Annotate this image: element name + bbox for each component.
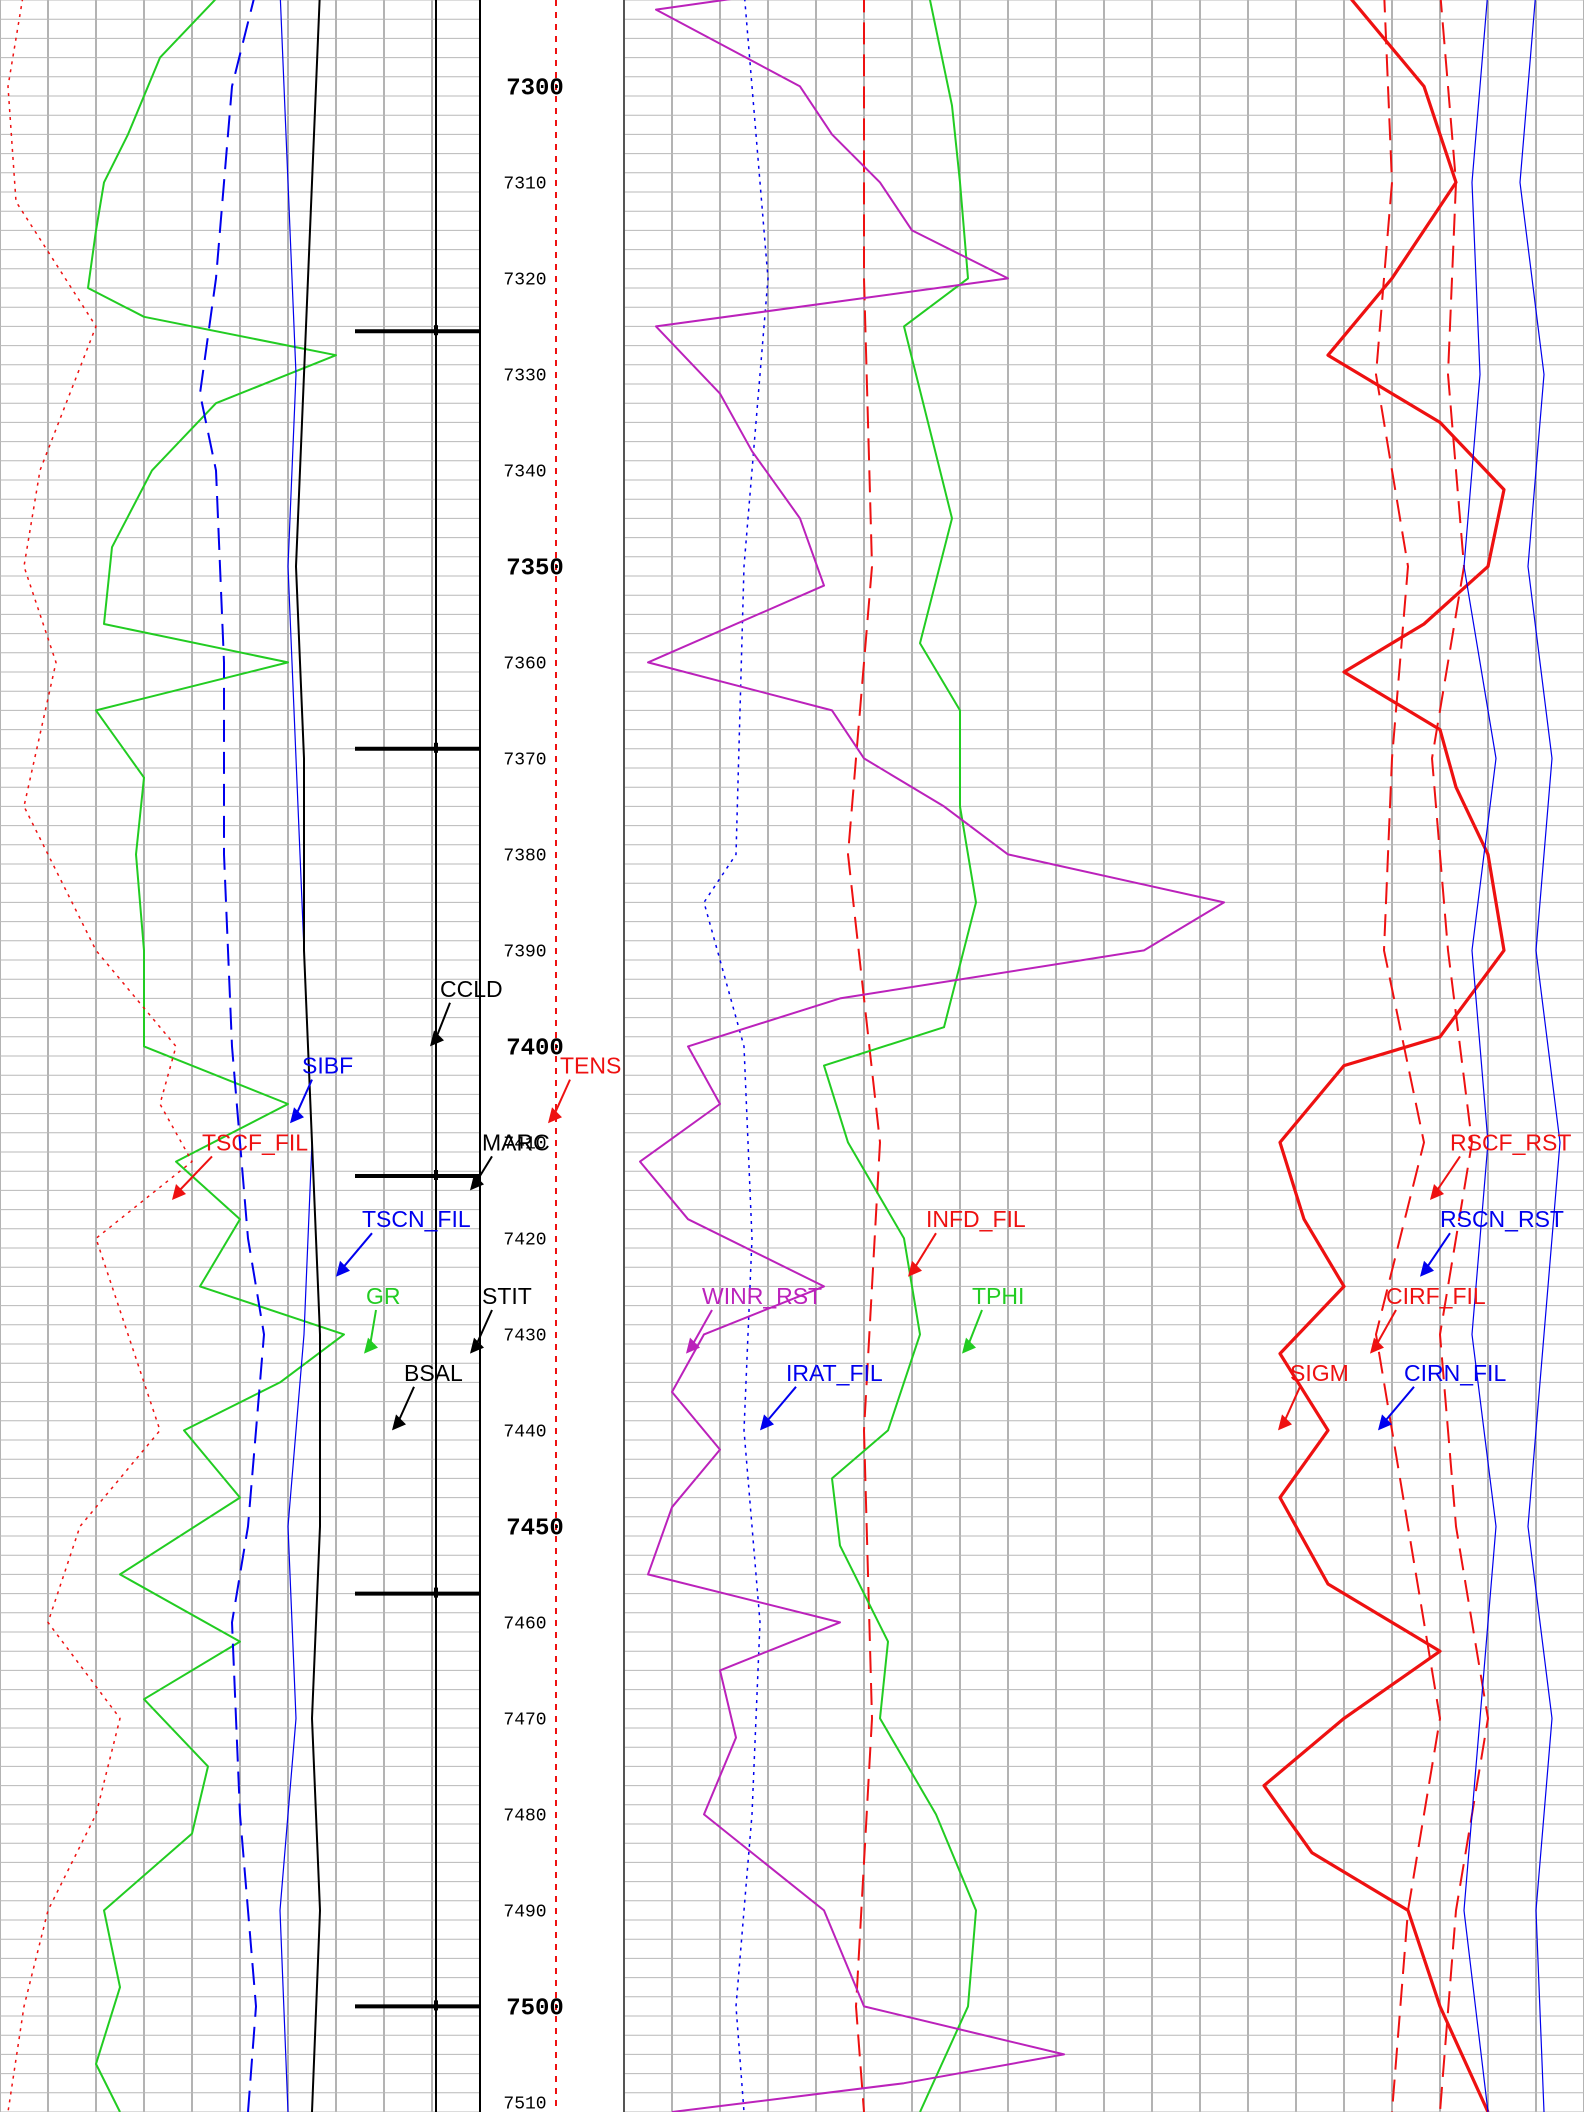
- depth-track: 7300 7350 7400 7450 7500 7310 7320 7330 7340 7360…: [503, 75, 563, 2112]
- curve-label-winr-rst: WINR_RST: [702, 1283, 822, 1309]
- curve-irat-fil: [703, 0, 769, 2112]
- curve-label-arrow-head: [1370, 1337, 1384, 1354]
- depth-label-minor: 7490: [503, 1902, 546, 1922]
- curve-label-gr: GR: [366, 1283, 401, 1309]
- curve-label-arrow-head: [336, 1260, 350, 1277]
- depth-label-minor: 7390: [503, 942, 546, 962]
- depth-label-minor: 7330: [503, 366, 546, 386]
- depth-label-minor: 7310: [503, 174, 546, 194]
- curve-label-arrow-shaft: [1435, 1155, 1461, 1193]
- curve-label-arrow-shaft: [1383, 1386, 1415, 1424]
- curve-label-sibf: SIBF: [302, 1053, 353, 1079]
- depth-label-minor: 7380: [503, 846, 546, 866]
- curve-label-arrow-head: [908, 1260, 922, 1277]
- curve-label-arrow-shaft: [765, 1386, 797, 1424]
- depth-label-major: 7400: [506, 1035, 564, 1062]
- curve-label-arrow-head: [1278, 1414, 1292, 1431]
- depth-label-major: 7500: [506, 1995, 564, 2022]
- curve-label-marc: MARC: [482, 1129, 550, 1155]
- curve-label-arrow-shaft: [295, 1079, 313, 1116]
- curve-label-tphi: TPHI: [972, 1283, 1024, 1309]
- depth-label-minor: 7460: [503, 1614, 546, 1634]
- curve-sigm: [1262, 0, 1506, 2112]
- curve-label-arrow-shaft: [967, 1309, 983, 1346]
- curve-tphi: [823, 0, 977, 2112]
- curve-label-arrow-shaft: [1425, 1232, 1451, 1270]
- curve-label-arrow-head: [1378, 1414, 1392, 1431]
- curve-label-arrow-head: [686, 1337, 700, 1354]
- depth-label-minor: 7440: [503, 1422, 546, 1442]
- curve-label-arrow-head: [430, 1030, 444, 1047]
- depth-label-minor: 7370: [503, 750, 546, 770]
- curve-cirn-fil: [1463, 0, 1497, 2112]
- curve-label-arrow-head: [470, 1337, 484, 1354]
- depth-label-minor: 7410: [503, 1134, 546, 1154]
- curve-label-tens: TENS: [560, 1053, 621, 1079]
- depth-label-major: 7450: [506, 1515, 564, 1542]
- depth-label-minor: 7430: [503, 1326, 546, 1346]
- curve-label-arrow-shaft: [341, 1232, 373, 1270]
- depth-label-minor: 7420: [503, 1230, 546, 1250]
- curve-label-arrow-head: [290, 1107, 304, 1124]
- curve-label-arrow-shaft: [177, 1155, 213, 1193]
- curve-bsal: [295, 0, 321, 2112]
- curve-rscn-rst: [1519, 0, 1561, 2112]
- curve-label-arrow-shaft: [475, 1309, 493, 1347]
- curve-label-sigm: SIGM: [1290, 1360, 1349, 1386]
- curve-label-arrow-shaft: [691, 1309, 713, 1347]
- curve-label-arrow-shaft: [397, 1386, 415, 1423]
- curve-rscf-rst: [1431, 0, 1489, 2112]
- curve-label-arrow-shaft: [1375, 1309, 1397, 1347]
- curve-label-arrow-shaft: [435, 1002, 451, 1039]
- curve-label-arrow-shaft: [553, 1079, 571, 1116]
- curve-label-arrow-head: [962, 1337, 976, 1354]
- curve-label-arrow-shaft: [1283, 1386, 1301, 1423]
- depth-label-major: 7300: [506, 75, 564, 102]
- curve-label-ccld: CCLD: [440, 976, 503, 1002]
- curve-label-arrow-shaft: [913, 1232, 937, 1270]
- curve-label-irat-fil: IRAT_FIL: [786, 1360, 883, 1386]
- depth-label-major: 7350: [506, 555, 564, 582]
- curve-label-arrow-head: [548, 1107, 562, 1124]
- curve-label-rscn-rst: RSCN_RST: [1440, 1206, 1564, 1232]
- curve-label-tscf-fil: TSCF_FIL: [202, 1129, 308, 1155]
- depth-label-minor: 7510: [503, 2094, 546, 2112]
- curve-cirf-fil: [1375, 0, 1441, 2112]
- depth-label-minor: 7480: [503, 1806, 546, 1826]
- curve-winr-rst: [639, 0, 1225, 2112]
- curve-label-arrow-head: [392, 1414, 406, 1431]
- curve-label-arrow-head: [1420, 1260, 1434, 1277]
- ccl-layer: [355, 325, 480, 2011]
- curve-label-arrow-head: [470, 1174, 484, 1191]
- curve-label-tscn-fil: TSCN_FIL: [362, 1206, 471, 1232]
- curve-label-layer: CCLD SIBF TENS TSCF_FIL MARC RSCF_RST TSCN_FIL…: [172, 976, 1571, 1431]
- curve-label-bsal: BSAL: [404, 1360, 463, 1386]
- curve-infd-fil: [847, 0, 881, 2112]
- curve-label-cirf-fil: CIRF_FIL: [1386, 1283, 1486, 1309]
- curve-label-arrow-head: [172, 1184, 186, 1200]
- curve-label-stit: STIT: [482, 1283, 532, 1309]
- curve-label-infd-fil: INFD_FIL: [926, 1206, 1026, 1232]
- depth-label-minor: 7340: [503, 462, 546, 482]
- curve-gr: [87, 0, 345, 2112]
- curve-label-arrow-head: [364, 1337, 378, 1354]
- curve-label-cirn-fil: CIRN_FIL: [1404, 1360, 1506, 1386]
- curve-label-arrow-head: [760, 1414, 774, 1431]
- depth-label-minor: 7360: [503, 654, 546, 674]
- depth-label-minor: 7470: [503, 1710, 546, 1730]
- curve-label-rscf-rst: RSCF_RST: [1450, 1129, 1571, 1155]
- curve-label-arrow-shaft: [475, 1155, 493, 1183]
- curve-tscf-fil: [7, 0, 193, 2112]
- curve-sibf: [199, 0, 265, 2112]
- curve-label-arrow-head: [1430, 1184, 1444, 1200]
- depth-label-minor: 7320: [503, 270, 546, 290]
- curve-layer: [7, 0, 1561, 2112]
- curve-label-arrow-shaft: [369, 1309, 377, 1346]
